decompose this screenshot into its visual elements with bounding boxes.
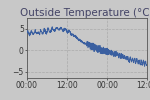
- Title: Outside Temperature (°C): Outside Temperature (°C): [20, 8, 150, 18]
